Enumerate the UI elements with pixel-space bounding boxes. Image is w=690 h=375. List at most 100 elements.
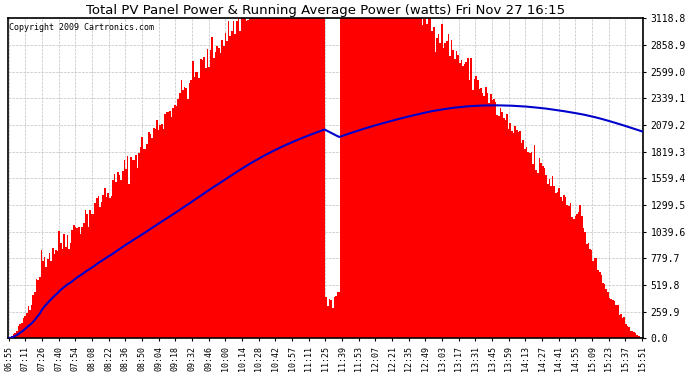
Bar [566,205,568,338]
Bar [195,72,197,338]
Bar [255,18,257,338]
Bar [270,18,272,338]
Bar [172,108,174,338]
Bar [301,18,303,338]
Bar [335,296,337,338]
Bar [226,41,228,338]
Bar [140,147,141,338]
Bar [137,168,138,338]
Bar [11,336,13,338]
Bar [215,53,217,338]
Bar [249,18,250,338]
Bar [122,171,124,338]
Bar [586,244,588,338]
Bar [16,331,18,338]
Bar [314,18,316,338]
Bar [151,138,153,338]
Bar [332,308,333,338]
Bar [119,175,120,338]
Bar [593,261,594,338]
Bar [417,18,418,338]
Bar [54,254,55,338]
Bar [423,19,425,338]
Bar [436,38,437,338]
Bar [156,120,158,338]
Bar [60,243,61,338]
Bar [544,168,545,338]
Bar [471,58,472,338]
Bar [359,18,362,338]
Bar [437,34,440,338]
Bar [448,34,449,338]
Bar [389,18,391,338]
Bar [425,18,426,338]
Bar [578,212,580,338]
Bar [435,52,436,338]
Bar [110,196,112,338]
Bar [609,298,611,338]
Bar [522,140,524,338]
Bar [83,223,84,338]
Bar [480,88,482,338]
Bar [253,18,254,338]
Bar [163,129,164,338]
Bar [57,251,59,338]
Bar [415,18,417,338]
Bar [29,310,31,338]
Bar [145,149,146,338]
Bar [527,153,529,338]
Bar [344,18,345,338]
Bar [599,272,600,338]
Bar [52,248,54,338]
Bar [552,176,553,338]
Bar [63,234,65,338]
Bar [486,93,489,338]
Bar [386,18,387,338]
Bar [537,173,539,338]
Bar [373,18,374,338]
Bar [205,68,206,338]
Bar [381,18,382,338]
Bar [622,318,623,338]
Bar [127,156,128,338]
Bar [47,259,49,338]
Bar [179,93,181,338]
Bar [491,100,493,338]
Bar [477,80,478,338]
Bar [550,186,552,338]
Bar [426,24,428,338]
Bar [158,130,159,338]
Bar [316,18,317,338]
Bar [288,18,290,338]
Bar [197,72,199,338]
Bar [571,217,573,338]
Bar [511,131,513,338]
Bar [387,18,389,338]
Bar [79,234,81,338]
Bar [462,66,464,338]
Bar [489,103,490,338]
Bar [42,261,43,338]
Bar [362,18,363,338]
Bar [108,193,109,338]
Bar [576,214,578,338]
Bar [143,149,145,338]
Bar [366,18,368,338]
Bar [125,169,127,338]
Bar [204,57,205,338]
Bar [187,99,188,338]
Bar [464,64,466,338]
Bar [581,216,582,338]
Bar [640,337,641,338]
Bar [444,43,446,338]
Bar [615,305,617,338]
Bar [246,21,247,338]
Bar [472,90,473,338]
Bar [176,106,177,338]
Bar [97,196,99,338]
Bar [218,48,219,338]
Bar [194,78,195,338]
Bar [466,62,467,338]
Bar [440,43,441,338]
Bar [397,18,399,338]
